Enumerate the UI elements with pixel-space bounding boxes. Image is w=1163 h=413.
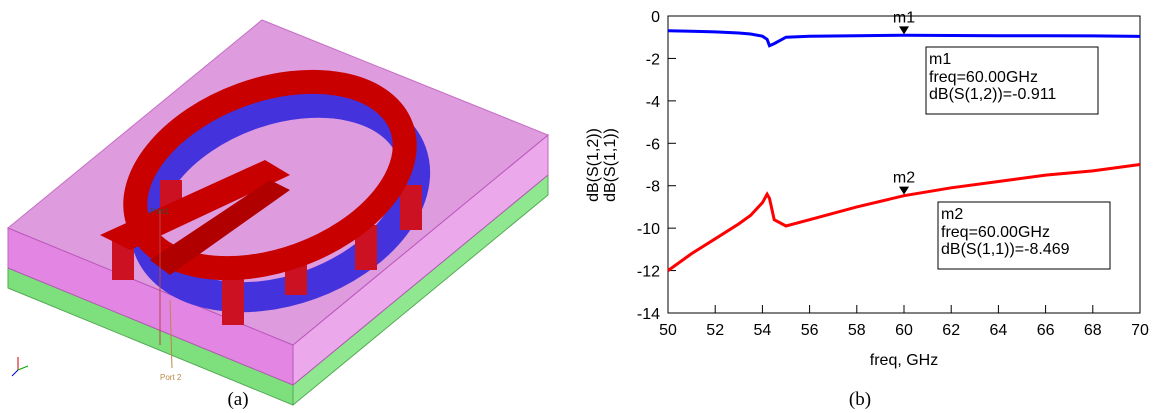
model-render: Port1 Port 2 xyxy=(8,20,548,405)
port-label: Port 2 xyxy=(160,373,182,382)
x-tick-label: 52 xyxy=(706,322,724,339)
marker-name: m1 xyxy=(893,9,915,26)
x-axis-label: freq, GHz xyxy=(870,352,938,369)
axis-triad xyxy=(12,370,18,376)
y-tick-label: -10 xyxy=(637,221,660,238)
y-tick-label: -8 xyxy=(646,179,660,196)
x-tick-label: 70 xyxy=(1131,322,1149,339)
x-tick-label: 58 xyxy=(848,322,866,339)
x-tick-label: 60 xyxy=(895,322,913,339)
figure: Port1 Port 2 (a) (b) -14 -12 -10 -8 -6 -4 -2 0 5… xyxy=(0,0,1163,413)
x-tick-label: 62 xyxy=(942,322,960,339)
marker xyxy=(899,26,909,34)
marker-readout: freq=60.00GHz xyxy=(941,224,1050,241)
marker-box-name: m1 xyxy=(929,51,951,68)
x-tick-label: 64 xyxy=(990,322,1008,339)
y-tick-label: -4 xyxy=(646,94,660,111)
x-tick-label: 56 xyxy=(801,322,819,339)
y-axis-label: dB(S(1,2)) xyxy=(585,128,602,202)
y-axis-label: dB(S(1,1)) xyxy=(602,128,619,202)
caption: (b) xyxy=(849,389,871,410)
marker-readout: freq=60.00GHz xyxy=(929,69,1038,86)
y-tick-label: -6 xyxy=(646,136,660,153)
marker xyxy=(899,187,909,195)
y-tick-label: 0 xyxy=(651,9,660,26)
x-tick-label: 54 xyxy=(754,322,772,339)
y-tick-label: -2 xyxy=(646,51,660,68)
x-tick-label: 68 xyxy=(1084,322,1102,339)
port-label: Port1 xyxy=(150,207,170,216)
x-tick-label: 50 xyxy=(659,322,677,339)
y-tick-label: -14 xyxy=(637,306,660,323)
axis-triad xyxy=(18,366,28,370)
x-tick-label: 66 xyxy=(1037,322,1055,339)
marker-readout: dB(S(1,1))=-8.469 xyxy=(941,241,1070,258)
caption: (a) xyxy=(227,389,248,410)
marker-name: m2 xyxy=(893,170,915,187)
plot: -14 -12 -10 -8 -6 -4 -2 0 50 52 54 56 58 60 62 64 66 68 70… xyxy=(585,9,1149,369)
marker-box-name: m2 xyxy=(941,206,963,223)
y-tick-label: -12 xyxy=(637,264,660,281)
marker-readout: dB(S(1,2))=-0.911 xyxy=(929,86,1056,103)
